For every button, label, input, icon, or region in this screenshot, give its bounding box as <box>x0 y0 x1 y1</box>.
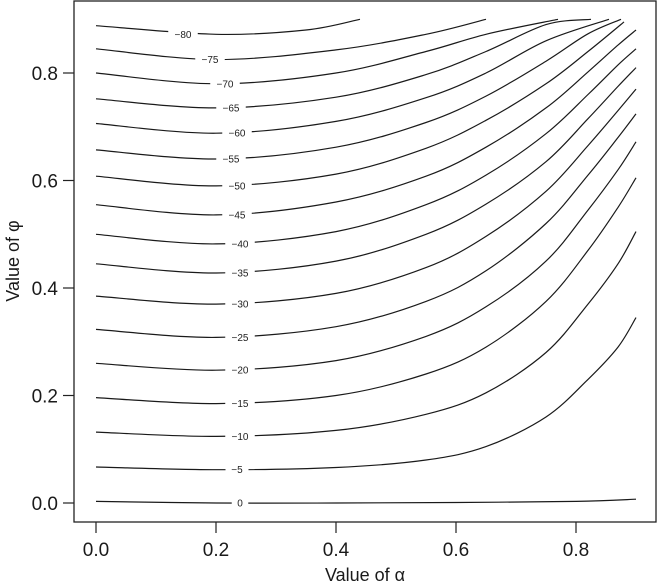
contour-label: −40 <box>232 239 249 250</box>
contour-label: −65 <box>223 103 240 114</box>
contour-label-background <box>222 208 252 221</box>
contour-label: −5 <box>231 465 243 476</box>
contour-label: −50 <box>229 181 246 192</box>
contour-line <box>95 317 637 471</box>
x-tick-label: 0.0 <box>83 540 109 561</box>
contour-label: −20 <box>232 366 249 377</box>
contour-label: 0 <box>237 499 243 510</box>
contour-label-background <box>222 127 252 140</box>
contour-label: −80 <box>175 30 192 41</box>
contour-line <box>95 18 622 160</box>
contour-label-background <box>225 298 255 311</box>
contour-line <box>95 498 637 504</box>
contour-label: −25 <box>232 333 249 344</box>
contour-label: −10 <box>232 432 249 443</box>
y-tick-label: 0.6 <box>32 172 58 193</box>
contour-line <box>95 18 610 134</box>
contour-label-background <box>225 237 255 250</box>
contour-label-background <box>216 101 246 114</box>
contour-label: −35 <box>232 268 249 279</box>
y-tick-label: 0.4 <box>32 279 59 300</box>
y-tick-label: 0.2 <box>32 387 58 408</box>
contour-line <box>95 18 361 36</box>
contour-label-background <box>225 463 249 476</box>
contour-line <box>95 18 559 85</box>
contour-label: −75 <box>202 55 219 66</box>
contour-label-background <box>225 266 255 279</box>
contour-label: −45 <box>229 210 246 221</box>
contour-label: −60 <box>229 129 246 140</box>
contour-line <box>95 18 487 61</box>
x-tick-label: 0.6 <box>443 540 469 561</box>
contour-label-background <box>216 153 246 165</box>
contour-label-background <box>195 53 225 66</box>
contour-label-background <box>225 430 255 443</box>
contour-labels: 0 −5 −10 −15 −20 −25 −30 −35 −40 −45 −50 −55 −60 −65 −… <box>168 28 255 510</box>
contour-label: −30 <box>232 300 249 311</box>
y-tick-label: 0.8 <box>32 64 58 85</box>
contour-line <box>95 21 625 187</box>
y-axis-label: Value of φ <box>3 220 23 301</box>
contour-label: −70 <box>217 79 234 90</box>
contour-label-background <box>168 28 198 41</box>
contour-label-background <box>222 179 252 192</box>
contour-label: −55 <box>223 155 240 166</box>
contour-label-background <box>225 364 255 377</box>
x-axis: 0.0 0.2 0.4 0.6 0.8 <box>83 522 589 561</box>
y-tick-label: 0.0 <box>32 494 58 515</box>
x-axis-label: Value of α <box>325 565 405 585</box>
contour-label-background <box>225 397 255 410</box>
contour-label-background <box>225 331 255 344</box>
contour-label-background <box>210 77 240 90</box>
y-axis: 0.0 0.2 0.4 0.6 0.8 <box>32 64 74 515</box>
x-tick-label: 0.8 <box>563 540 589 561</box>
x-tick-label: 0.4 <box>323 540 350 561</box>
contour-label-background <box>231 497 249 509</box>
x-tick-label: 0.2 <box>203 540 229 561</box>
contour-label: −15 <box>232 399 249 410</box>
plot-frame <box>73 0 657 523</box>
contour-line <box>95 18 592 109</box>
